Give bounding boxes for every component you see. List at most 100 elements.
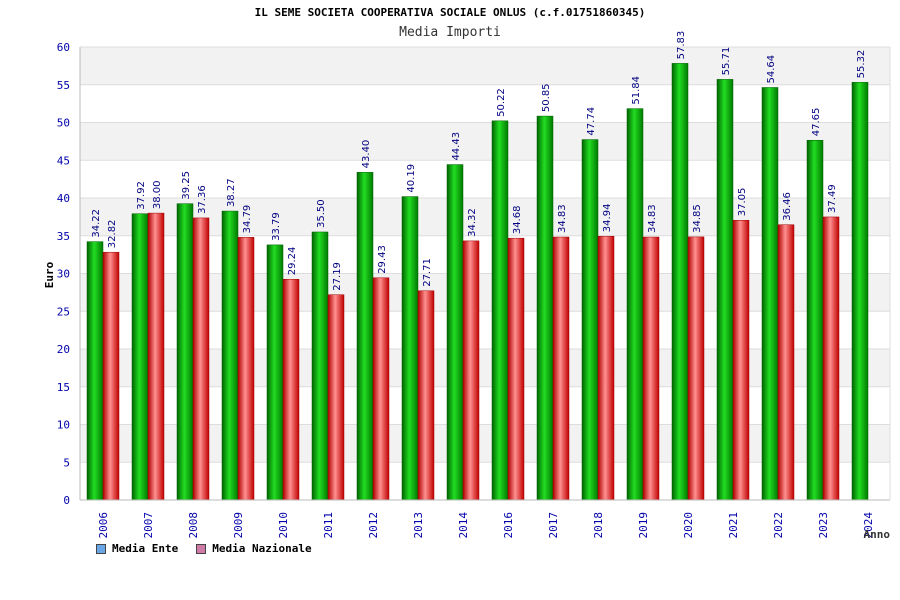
bar-media-ente-2009 bbox=[221, 210, 239, 501]
y-tick-label: 55 bbox=[57, 79, 70, 92]
grid-band bbox=[80, 84, 890, 123]
x-tick-label: 2021 bbox=[727, 512, 740, 539]
data-label: 43.40 bbox=[361, 140, 372, 169]
bar-media-ente-2006 bbox=[86, 241, 104, 501]
grid-band bbox=[80, 386, 890, 425]
y-tick-label: 30 bbox=[57, 268, 70, 281]
data-label: 29.24 bbox=[287, 247, 298, 276]
grid-band bbox=[80, 47, 890, 85]
data-label: 34.79 bbox=[242, 205, 253, 234]
x-tick-label: 2024 bbox=[862, 512, 875, 539]
bar-media-nazionale-2010 bbox=[282, 278, 300, 501]
bar-media-ente-2014 bbox=[446, 164, 464, 501]
y-tick-label: 35 bbox=[57, 230, 70, 243]
chart-title: IL SEME SOCIETA COOPERATIVA SOCIALE ONLU… bbox=[254, 6, 646, 19]
x-tick-label: 2013 bbox=[412, 512, 425, 539]
bar-media-nazionale-2020 bbox=[687, 236, 705, 501]
legend-swatch-media-nazionale bbox=[196, 543, 207, 554]
bar-media-nazionale-2009 bbox=[237, 237, 255, 501]
x-tick-label: 2020 bbox=[682, 512, 695, 539]
x-tick-label: 2009 bbox=[232, 512, 245, 539]
data-label: 57.83 bbox=[676, 31, 687, 60]
bar-media-ente-2021 bbox=[716, 79, 734, 501]
data-label: 29.43 bbox=[377, 245, 388, 274]
data-label: 55.32 bbox=[856, 50, 867, 79]
y-tick-label: 45 bbox=[57, 154, 70, 167]
x-tick-label: 2018 bbox=[592, 512, 605, 539]
grid-band bbox=[80, 122, 890, 161]
chart-subtitle: Media Importi bbox=[399, 25, 501, 40]
data-label: 34.85 bbox=[692, 204, 703, 233]
x-tick-label: 2017 bbox=[547, 512, 560, 539]
bar-media-ente-2012 bbox=[356, 172, 374, 501]
bar-media-ente-2020 bbox=[671, 63, 689, 501]
x-tick-label: 2006 bbox=[97, 512, 110, 539]
data-label: 40.19 bbox=[406, 164, 417, 193]
data-label: 27.19 bbox=[332, 262, 343, 291]
grid-band bbox=[80, 160, 890, 198]
data-label: 32.82 bbox=[107, 220, 118, 249]
data-label: 50.85 bbox=[541, 83, 552, 112]
bar-media-ente-2017 bbox=[536, 115, 554, 501]
bar-media-ente-2018 bbox=[581, 139, 599, 501]
legend: Media Ente Media Nazionale bbox=[96, 542, 312, 555]
y-tick-label: 0 bbox=[63, 494, 70, 507]
data-label: 34.32 bbox=[467, 208, 478, 237]
grid-band bbox=[80, 349, 890, 387]
grid-band bbox=[80, 198, 890, 236]
bar-media-ente-2010 bbox=[266, 244, 284, 501]
data-label: 44.43 bbox=[451, 132, 462, 161]
data-label: 34.83 bbox=[647, 204, 658, 233]
x-tick-label: 2014 bbox=[457, 512, 470, 539]
x-tick-label: 2016 bbox=[502, 512, 515, 539]
grid-band bbox=[80, 462, 890, 500]
y-tick-label: 15 bbox=[57, 381, 70, 394]
data-label: 36.46 bbox=[782, 192, 793, 221]
data-label: 35.50 bbox=[316, 199, 327, 228]
bar-media-nazionale-2011 bbox=[327, 294, 345, 501]
bar-media-nazionale-2016 bbox=[507, 237, 525, 501]
y-axis-label: Euro bbox=[43, 261, 56, 288]
bar-media-nazionale-2012 bbox=[372, 277, 390, 501]
data-label: 50.22 bbox=[496, 88, 507, 117]
y-tick-label: 5 bbox=[63, 456, 70, 469]
y-tick-label: 40 bbox=[57, 192, 70, 205]
data-label: 55.71 bbox=[721, 47, 732, 76]
grid-band bbox=[80, 424, 890, 463]
y-tick-label: 20 bbox=[57, 343, 70, 356]
bar-media-nazionale-2008 bbox=[192, 217, 210, 501]
x-tick-label: 2011 bbox=[322, 512, 335, 539]
data-label: 33.79 bbox=[271, 212, 282, 241]
x-tick-label: 2008 bbox=[187, 512, 200, 539]
x-tick-label: 2023 bbox=[817, 512, 830, 539]
bar-media-nazionale-2021 bbox=[732, 220, 750, 501]
bar-media-ente-2023 bbox=[806, 139, 824, 501]
data-label: 39.25 bbox=[181, 171, 192, 200]
legend-item-media-ente: Media Ente bbox=[96, 542, 178, 555]
data-label: 37.05 bbox=[737, 188, 748, 217]
bar-media-nazionale-2018 bbox=[597, 235, 615, 501]
data-label: 34.68 bbox=[512, 206, 523, 235]
x-tick-label: 2010 bbox=[277, 512, 290, 539]
bar-media-nazionale-2019 bbox=[642, 236, 660, 501]
bar-media-ente-2019 bbox=[626, 108, 644, 501]
grid-band bbox=[80, 273, 890, 312]
data-label: 27.71 bbox=[422, 258, 433, 287]
data-label: 47.74 bbox=[586, 107, 597, 136]
bar-media-nazionale-2013 bbox=[417, 290, 435, 501]
legend-label-media-nazionale: Media Nazionale bbox=[212, 542, 312, 555]
data-label: 34.83 bbox=[557, 204, 568, 233]
x-tick-label: 2019 bbox=[637, 512, 650, 539]
x-tick-label: 2012 bbox=[367, 512, 380, 539]
data-label: 51.84 bbox=[631, 76, 642, 105]
bar-media-nazionale-2006 bbox=[102, 251, 120, 501]
bar-media-ente-2022 bbox=[761, 87, 779, 501]
x-axis-label: Anno bbox=[864, 528, 891, 541]
data-label: 34.22 bbox=[91, 209, 102, 238]
data-label: 38.00 bbox=[152, 180, 163, 209]
x-tick-label: 2007 bbox=[142, 512, 155, 539]
grid-band bbox=[80, 311, 890, 349]
y-tick-label: 60 bbox=[57, 41, 70, 54]
bar-media-ente-2008 bbox=[176, 203, 194, 501]
